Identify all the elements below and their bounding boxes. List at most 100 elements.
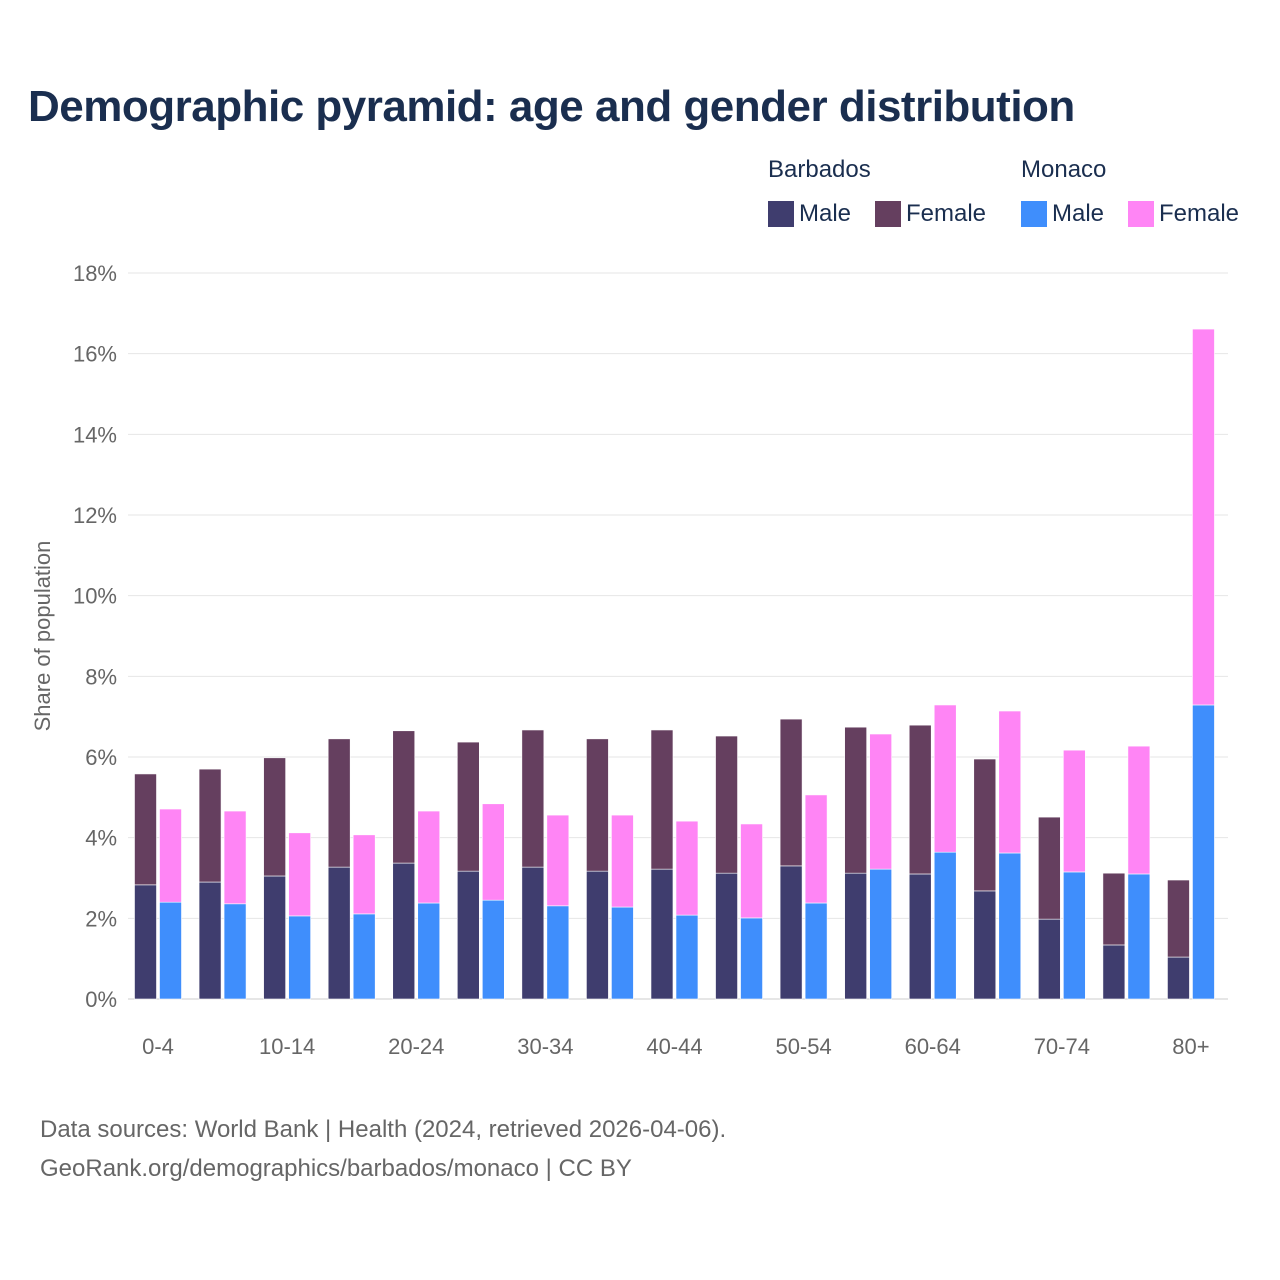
bar-monaco-female-25-29 [481, 803, 505, 901]
bar-barbados-female-50-54 [779, 718, 803, 867]
bar-monaco-male-50-54 [804, 902, 828, 1000]
legend-monaco-male[interactable]: Male [1021, 200, 1104, 228]
y-tick-label: 12% [73, 503, 117, 528]
bar-monaco-male-40-44 [675, 914, 699, 1000]
bar-monaco-male-30-34 [546, 905, 570, 1000]
y-tick-label: 18% [73, 261, 117, 286]
legend-barbados-male[interactable]: Male [768, 200, 851, 228]
bar-monaco-female-35-39 [611, 814, 634, 908]
bar-barbados-male-75-79 [1102, 944, 1126, 1000]
x-tick-label: 0-4 [142, 1034, 174, 1059]
bar-monaco-male-10-14 [288, 915, 311, 1000]
bar-monaco-male-55-59 [869, 868, 892, 1000]
footer-credit[interactable]: GeoRank.org/demographics/barbados/monaco… [40, 1155, 632, 1182]
bar-monaco-male-65-69 [998, 852, 1022, 1000]
bar-monaco-female-45-49 [740, 823, 763, 919]
legend-group-monaco: Monaco [1021, 156, 1107, 183]
bar-monaco-female-50-54 [804, 794, 828, 904]
legend-swatch [875, 201, 901, 227]
bar-barbados-female-80+ [1167, 879, 1190, 958]
y-tick-label: 6% [85, 745, 117, 770]
x-tick-label: 50-54 [775, 1034, 831, 1059]
bar-barbados-male-55-59 [844, 872, 867, 1000]
legend-label: Male [799, 200, 852, 227]
legend-group-barbados: Barbados [768, 156, 871, 183]
bar-monaco-female-40-44 [675, 820, 699, 916]
bar-monaco-female-65-69 [998, 710, 1022, 854]
x-tick-label: 60-64 [905, 1034, 961, 1059]
bar-monaco-female-10-14 [288, 832, 311, 917]
bar-barbados-female-70-74 [1038, 816, 1061, 920]
x-tick-label: 80+ [1172, 1034, 1209, 1059]
y-axis-label: Share of population [30, 541, 55, 732]
bar-barbados-female-0-4 [134, 773, 157, 886]
legend-swatch [1128, 201, 1154, 227]
bar-monaco-female-80+ [1192, 328, 1215, 706]
y-tick-label: 16% [73, 342, 117, 367]
legend-label: Female [906, 200, 987, 227]
bar-monaco-male-80+ [1192, 704, 1215, 1000]
bar-monaco-female-60-64 [933, 704, 957, 853]
legend-barbados-female[interactable]: Female [875, 200, 986, 228]
legend-swatch [768, 201, 794, 227]
bar-monaco-male-60-64 [933, 851, 957, 1000]
bar-monaco-male-35-39 [611, 906, 634, 1000]
bar-monaco-female-55-59 [869, 733, 892, 870]
bar-barbados-female-25-29 [456, 741, 480, 872]
bar-barbados-male-40-44 [650, 868, 674, 1000]
bar-barbados-male-45-49 [715, 872, 738, 1000]
bar-monaco-male-15-19 [352, 913, 376, 1000]
bar-barbados-male-35-39 [586, 870, 609, 1000]
x-tick-label: 70-74 [1034, 1034, 1090, 1059]
bar-barbados-male-10-14 [263, 875, 286, 1000]
bar-barbados-female-20-24 [392, 730, 416, 864]
bar-barbados-male-65-69 [973, 890, 997, 1000]
bar-barbados-female-15-19 [327, 738, 351, 868]
legend-swatch [1021, 201, 1047, 227]
bar-monaco-female-0-4 [159, 808, 182, 903]
bar-barbados-male-70-74 [1038, 918, 1061, 1000]
bar-barbados-male-15-19 [327, 866, 351, 1000]
bar-barbados-female-55-59 [844, 726, 867, 874]
legend-monaco-female[interactable]: Female [1128, 200, 1239, 228]
y-tick-label: 10% [73, 584, 117, 609]
y-tick-label: 14% [73, 422, 117, 447]
y-tick-label: 2% [85, 906, 117, 931]
bar-monaco-male-70-74 [1063, 871, 1086, 1000]
bar-barbados-male-0-4 [134, 884, 157, 1000]
bar-monaco-female-75-79 [1127, 745, 1151, 875]
y-tick-label: 8% [85, 664, 117, 689]
bar-barbados-female-40-44 [650, 729, 674, 870]
bar-barbados-female-75-79 [1102, 872, 1126, 946]
bar-monaco-male-5-9 [223, 903, 247, 1000]
bar-monaco-male-0-4 [159, 901, 182, 1000]
bar-monaco-female-15-19 [352, 834, 376, 915]
chart-title: Demographic pyramid: age and gender dist… [28, 82, 1075, 131]
y-tick-label: 0% [85, 987, 117, 1012]
bar-barbados-male-30-34 [521, 866, 545, 1000]
legend-label: Female [1159, 200, 1240, 227]
bar-barbados-male-60-64 [908, 873, 932, 1000]
bar-barbados-female-35-39 [586, 738, 609, 872]
y-tick-label: 4% [85, 826, 117, 851]
x-tick-label: 20-24 [388, 1034, 444, 1059]
x-tick-label: 30-34 [517, 1034, 573, 1059]
bar-barbados-female-65-69 [973, 758, 997, 892]
bar-monaco-male-45-49 [740, 917, 763, 1000]
legend-label: Male [1052, 200, 1105, 227]
bar-monaco-female-70-74 [1063, 749, 1086, 873]
bar-monaco-female-20-24 [417, 810, 441, 904]
bar-barbados-male-25-29 [456, 870, 480, 1000]
x-tick-label: 40-44 [646, 1034, 702, 1059]
bar-monaco-female-30-34 [546, 814, 570, 907]
bar-barbados-male-20-24 [392, 862, 416, 1000]
bar-monaco-male-75-79 [1127, 873, 1151, 1000]
bar-monaco-female-5-9 [223, 810, 247, 905]
bar-barbados-female-60-64 [908, 724, 932, 875]
bar-barbados-male-80+ [1167, 956, 1190, 1000]
bar-barbados-female-5-9 [198, 768, 222, 883]
bar-monaco-male-25-29 [481, 899, 505, 1000]
bar-barbados-female-30-34 [521, 729, 545, 868]
bar-barbados-male-5-9 [198, 881, 222, 1000]
